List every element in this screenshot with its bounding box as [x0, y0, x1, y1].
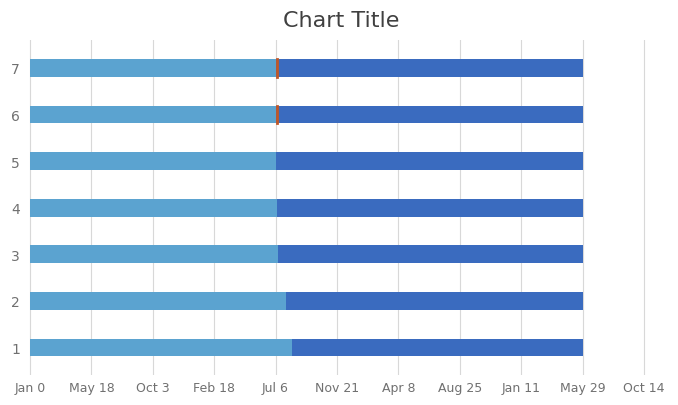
Bar	[278, 246, 582, 263]
Bar	[275, 60, 582, 78]
Bar	[30, 246, 278, 263]
Bar	[30, 153, 276, 171]
Bar	[30, 199, 277, 217]
Bar	[30, 339, 292, 356]
Bar	[275, 107, 582, 124]
Bar	[292, 339, 582, 356]
Bar	[286, 292, 582, 310]
Bar	[30, 107, 275, 124]
Bar	[277, 199, 582, 217]
Title: Chart Title: Chart Title	[283, 11, 399, 31]
Bar	[30, 292, 286, 310]
Bar	[276, 153, 582, 171]
Bar	[30, 60, 275, 78]
